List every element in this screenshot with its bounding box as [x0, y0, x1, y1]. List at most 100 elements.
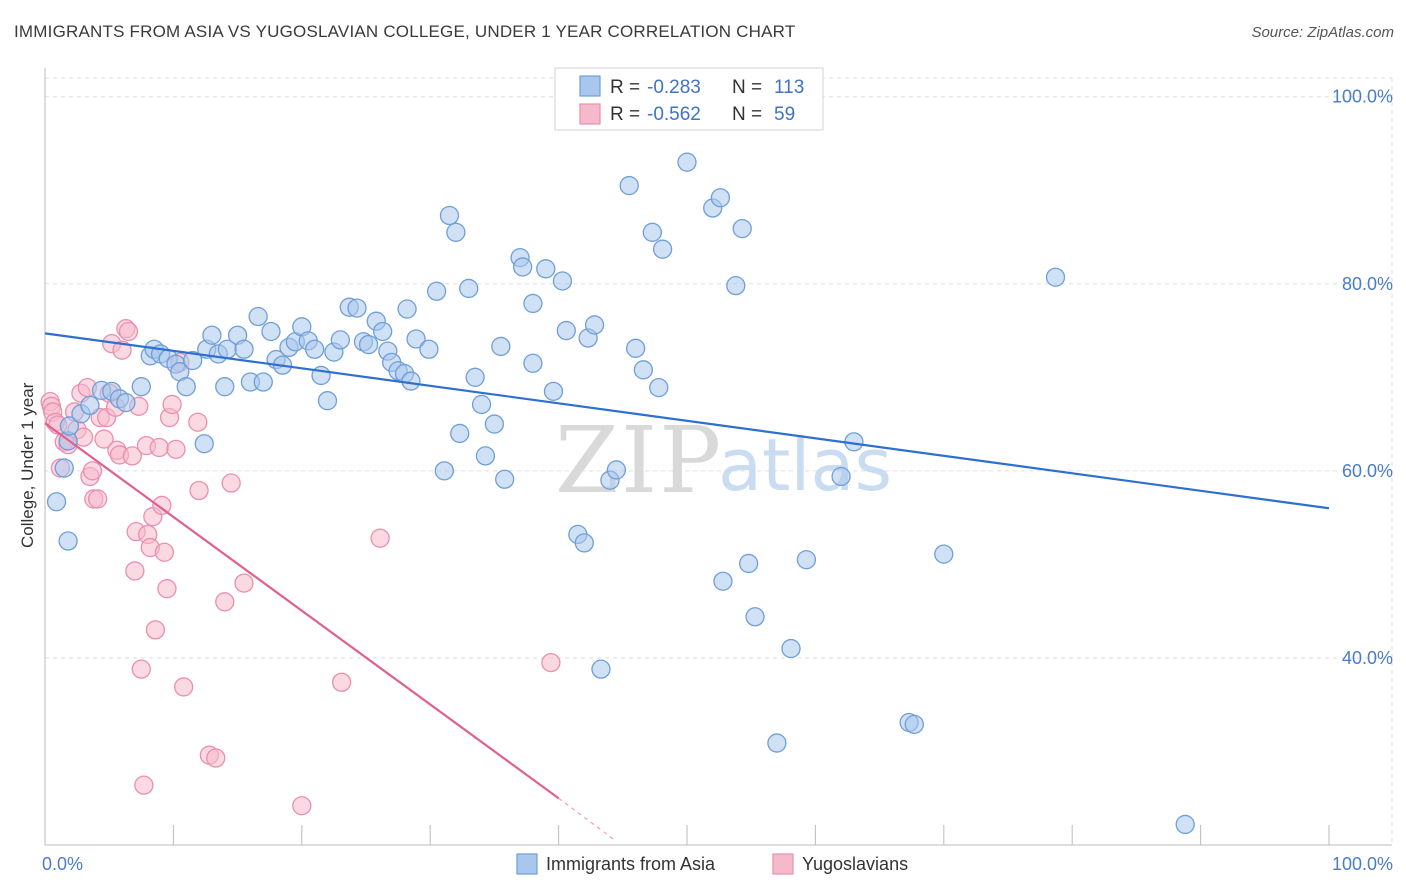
- legend-swatch-asia: [579, 75, 601, 97]
- yugoslavians-point-45: [166, 439, 186, 459]
- yugoslavians-point-47: [174, 677, 194, 697]
- yugoslavians-point-14: [82, 461, 103, 481]
- asia-point-19: [183, 350, 203, 371]
- asia-point-55: [406, 329, 426, 349]
- asia-point-106: [1045, 267, 1066, 287]
- bottom-legend-swatch-yugoslavians: [772, 853, 794, 875]
- asia-point-73: [536, 259, 556, 279]
- asia-point-22: [202, 325, 222, 345]
- asia-point-95: [732, 218, 752, 239]
- bottom-legend-swatch-asia: [516, 853, 538, 875]
- asia-point-60: [450, 423, 470, 444]
- asia-point-20: [194, 434, 214, 454]
- asia-point-44: [347, 298, 367, 318]
- asia-point-88: [649, 377, 669, 398]
- asia-point-70: [512, 257, 533, 277]
- y-tick-label-60: 60.0%: [1342, 461, 1393, 481]
- yugoslavians-point-57: [370, 528, 390, 548]
- yugoslavians-point-54: [234, 573, 254, 593]
- legend-swatch-yugoslavians: [579, 103, 601, 125]
- yugoslavians-point-16: [87, 489, 108, 509]
- axes: [44, 68, 1392, 846]
- asia-point-78: [574, 533, 594, 553]
- yugoslavians-point-25: [112, 340, 132, 360]
- asia-point-42: [330, 330, 350, 350]
- y-tick-label-40: 40.0%: [1342, 648, 1393, 668]
- asia-point-89: [652, 239, 673, 259]
- asia-point-81: [591, 659, 611, 679]
- y-tick-label-80: 80.0%: [1342, 274, 1393, 294]
- yugoslavians-point-58: [541, 652, 561, 673]
- asia-point-105: [934, 544, 954, 564]
- yugoslavians-point-55: [292, 796, 312, 816]
- asia-point-100: [796, 550, 817, 570]
- asia-trend-line: [44, 332, 1330, 510]
- legend-n-value-asia: 113: [774, 77, 804, 98]
- watermark-zip: ZIP: [555, 407, 723, 514]
- yugoslavians-trend-line: [44, 422, 560, 800]
- yugoslavians-point-29: [125, 561, 145, 581]
- yugoslavians-point-33: [134, 775, 154, 795]
- asia-point-85: [625, 338, 646, 358]
- asia-point-64: [471, 394, 492, 415]
- asia-point-65: [475, 446, 496, 466]
- asia-point-83: [606, 460, 627, 480]
- chart-title: IMMIGRANTS FROM ASIA VS YUGOSLAVIAN COLL…: [14, 22, 796, 41]
- yugoslavians-point-38: [145, 620, 166, 640]
- asia-point-10: [116, 392, 136, 413]
- asia-point-107: [1175, 814, 1195, 835]
- yugoslavians-point-56: [331, 672, 352, 692]
- asia-point-84: [619, 175, 639, 196]
- asia-point-48: [373, 321, 393, 342]
- bottom-legend-label-yugoslavians: Yugoslavians: [802, 854, 908, 874]
- trend-lines: [44, 332, 1330, 842]
- asia-point-30: [253, 372, 273, 392]
- yugoslavians-point-48: [188, 412, 208, 432]
- asia-point-4: [59, 416, 80, 436]
- asia-point-0: [58, 531, 78, 551]
- legend-r-label-asia: R =: [610, 77, 640, 98]
- legend-r-value-yugoslavians: -0.562: [647, 104, 701, 125]
- asia-point-62: [459, 278, 479, 299]
- asia-point-40: [317, 391, 338, 411]
- asia-point-56: [419, 339, 439, 359]
- asia-point-54: [397, 299, 417, 319]
- yugoslavians-point-39: [149, 437, 169, 458]
- yugoslavians-point-52: [215, 592, 235, 612]
- yugoslavians-point-18: [94, 429, 114, 449]
- asia-points: [46, 152, 1195, 835]
- asia-point-11: [131, 377, 151, 397]
- asia-point-97: [745, 607, 765, 627]
- legend-r-label-yugoslavians: R =: [610, 104, 640, 125]
- asia-point-90: [677, 152, 697, 172]
- asia-point-68: [495, 469, 515, 489]
- asia-point-87: [642, 222, 662, 242]
- asia-point-2: [54, 458, 74, 478]
- bottom-legend-label-asia: Immigrants from Asia: [546, 854, 716, 874]
- legend-box: R = -0.283 N = 113 R = -0.562 N = 59: [554, 67, 824, 131]
- asia-point-94: [726, 276, 746, 296]
- y-tick-labels: 40.0% 60.0% 80.0% 100.0%: [1332, 87, 1393, 668]
- asia-point-61: [434, 461, 454, 481]
- yugoslavians-trend-extension: [558, 797, 617, 842]
- asia-point-53: [401, 371, 421, 391]
- asia-point-99: [781, 638, 801, 659]
- y-axis-title: College, Under 1 year: [18, 382, 37, 548]
- asia-point-38: [304, 339, 325, 359]
- asia-point-75: [552, 271, 573, 291]
- x-tick-label-max: 100.0%: [1332, 854, 1393, 874]
- asia-point-72: [523, 353, 543, 373]
- asia-point-86: [633, 360, 653, 380]
- yugoslavians-point-41: [154, 542, 175, 562]
- asia-point-92: [713, 571, 733, 591]
- asia-point-98: [767, 733, 787, 753]
- watermark: ZIP atlas: [555, 407, 892, 514]
- yugoslavians-point-49: [189, 480, 209, 501]
- asia-point-80: [584, 315, 605, 335]
- asia-point-96: [738, 553, 759, 574]
- asia-point-74: [543, 381, 564, 401]
- asia-point-27: [234, 339, 254, 359]
- asia-point-66: [484, 414, 505, 434]
- asia-point-24: [215, 377, 235, 397]
- x-tick-label-min: 0.0%: [42, 854, 83, 874]
